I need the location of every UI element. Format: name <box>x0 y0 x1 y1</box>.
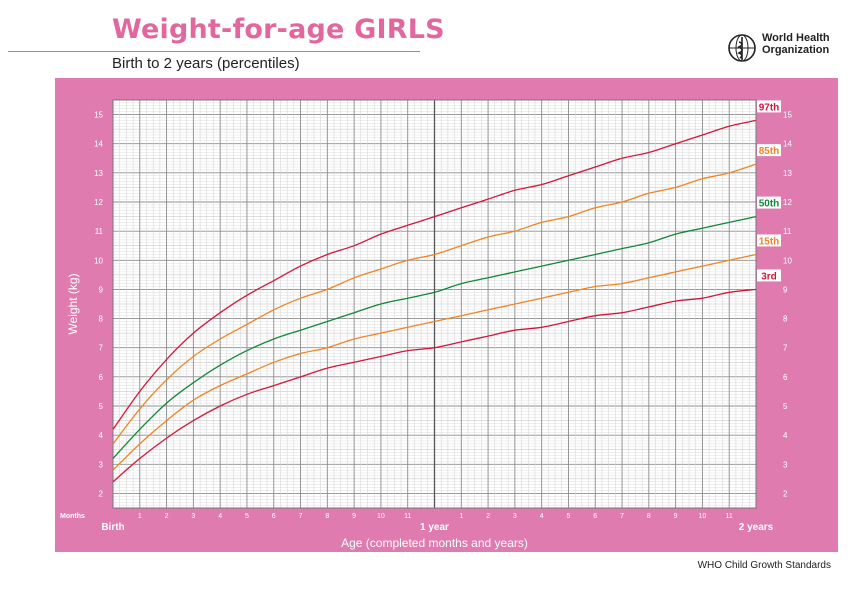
y-tick-label-right: 6 <box>783 373 788 382</box>
x-tick-label-major: 2 years <box>739 522 774 533</box>
x-tick-label-month: 2 <box>165 513 169 520</box>
x-tick-label-month: 9 <box>352 513 356 520</box>
y-tick-label-left: 14 <box>94 140 103 149</box>
y-tick-label-right: 11 <box>783 227 792 236</box>
x-tick-label-month: 5 <box>567 513 571 520</box>
y-tick-label-left: 5 <box>99 402 104 411</box>
title-divider <box>8 51 420 52</box>
y-tick-label-left: 10 <box>94 256 103 265</box>
percentile-line-85th <box>112 163 757 445</box>
series-label-3rd: 3rd <box>761 271 777 282</box>
percentile-line-15th <box>112 253 757 471</box>
y-tick-label-right: 10 <box>783 256 792 265</box>
series-label-bg <box>757 234 781 247</box>
y-tick-label-left: 9 <box>99 285 104 294</box>
x-tick-label-month: 4 <box>218 513 222 520</box>
y-tick-label-left: 11 <box>95 227 104 236</box>
months-label: Months <box>60 513 85 520</box>
page-title: Weight-for-age GIRLS <box>112 14 445 45</box>
series-label-bg <box>757 144 781 157</box>
y-tick-label-right: 8 <box>783 315 788 324</box>
series-label-15th: 15th <box>759 236 780 247</box>
y-tick-label-right: 5 <box>783 402 788 411</box>
x-tick-label-month: 4 <box>540 513 544 520</box>
percentile-line-50th <box>112 215 757 459</box>
x-tick-label-month: 10 <box>377 513 385 520</box>
chart-frame: 2 2 3 3 4 4 5 5 6 6 7 7 8 8 9 9 10 10 11 11 12 12 13 13 14 14 15 15… <box>55 78 838 552</box>
y-tick-label-left: 13 <box>94 169 103 178</box>
series-label-85th: 85th <box>759 146 780 157</box>
x-tick-label-major: 1 year <box>420 522 449 533</box>
series-label-97th: 97th <box>759 102 780 113</box>
x-tick-label-month: 8 <box>647 513 651 520</box>
series-label-bg <box>757 196 781 209</box>
x-tick-label-month: 1 <box>459 513 463 520</box>
y-tick-label-right: 12 <box>783 198 792 207</box>
y-tick-label-right: 4 <box>783 431 788 440</box>
x-tick-label-month: 7 <box>299 513 303 520</box>
x-tick-label-month: 3 <box>191 513 195 520</box>
y-tick-label-left: 6 <box>99 373 104 382</box>
percentile-line-3rd <box>112 288 757 483</box>
x-tick-label-month: 2 <box>486 513 490 520</box>
y-tick-label-left: 3 <box>99 460 104 469</box>
y-tick-label-left: 7 <box>99 344 104 353</box>
x-tick-label-month: 11 <box>726 513 733 520</box>
x-tick-label-month: 8 <box>325 513 329 520</box>
plot-border <box>112 99 757 509</box>
x-tick-label-major: Birth <box>101 522 124 533</box>
y-tick-label-left: 2 <box>99 489 104 498</box>
x-tick-label-month: 10 <box>699 513 707 520</box>
y-tick-label-left: 12 <box>94 198 103 207</box>
y-tick-label-right: 7 <box>783 344 788 353</box>
footer-text: WHO Child Growth Standards <box>697 560 831 571</box>
page-subtitle: Birth to 2 years (percentiles) <box>112 55 300 72</box>
x-axis-label: Age (completed months and years) <box>341 536 528 550</box>
x-tick-label-month: 3 <box>513 513 517 520</box>
x-tick-label-month: 6 <box>272 513 276 520</box>
x-tick-label-month: 11 <box>404 513 411 520</box>
org-name-line2: Organization <box>762 44 830 56</box>
y-tick-label-right: 2 <box>783 489 788 498</box>
series-label-bg <box>757 100 781 113</box>
x-tick-label-month: 6 <box>593 513 597 520</box>
y-tick-label-right: 3 <box>783 460 788 469</box>
y-tick-label-left: 8 <box>99 315 104 324</box>
org-name-line1: World Health <box>762 32 830 44</box>
x-tick-label-month: 7 <box>620 513 624 520</box>
y-tick-label-right: 15 <box>783 111 792 120</box>
y-tick-label-right: 14 <box>783 140 792 149</box>
y-tick-label-left: 15 <box>94 111 103 120</box>
x-tick-label-month: 5 <box>245 513 249 520</box>
y-axis-label: Weight (kg) <box>66 273 80 334</box>
y-tick-label-left: 4 <box>99 431 104 440</box>
percentile-line-97th <box>112 119 757 430</box>
x-tick-label-month: 9 <box>674 513 678 520</box>
x-tick-label-month: 1 <box>138 513 142 520</box>
series-label-bg <box>757 269 781 282</box>
y-tick-label-right: 9 <box>783 285 788 294</box>
series-label-50th: 50th <box>759 199 780 210</box>
org-name: World Health Organization <box>762 32 830 56</box>
y-tick-label-right: 13 <box>783 169 792 178</box>
who-emblem-icon <box>728 34 756 62</box>
